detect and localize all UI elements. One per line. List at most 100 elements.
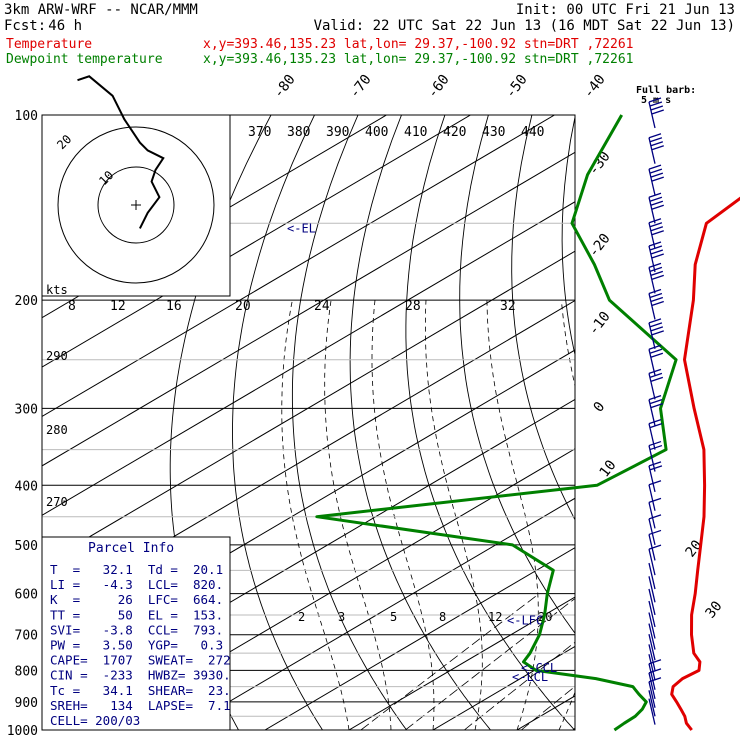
isotherm-20 [601,115,740,730]
wind-barb-staff [648,534,656,561]
wind-barb-flag [649,266,663,272]
pressure-tick-label-700: 700 [15,629,38,644]
wind-barb-flag [648,368,662,374]
parcel-info-title: Parcel Info [88,541,174,556]
wind-barb-staff [648,576,656,603]
header-fcst-label: Fcst: [4,18,46,34]
dry-adiabat-260 [232,115,323,730]
wind-barb [648,576,656,603]
isotherm-10 [516,695,575,730]
wind-barb [648,497,662,529]
temperature-profile [670,196,740,731]
moist-adiabat-20 [601,300,684,730]
wind-barb [648,623,656,650]
wind-barb [648,600,656,628]
hodograph-ring-outer [57,126,215,284]
pressure-tick-label-300: 300 [15,402,38,417]
wind-barb-flag [648,192,662,198]
wind-barb [648,698,656,725]
isotherm-label-8: 0 [591,399,609,415]
wind-barb-flag [649,137,663,143]
wind-barb-staff [648,681,656,708]
temperature-legend: Temperature [6,37,92,52]
hodograph-trace [77,75,165,229]
wind-barb-flag [649,101,663,107]
wind-barb-staff [648,518,656,546]
mixing-ratio-line-8 [521,685,575,730]
mixing-ratio-label-12: 12 [110,299,126,314]
parcel-info-row: LI = -4.3 LCL= 820. [50,577,223,592]
parcel-info-row: CIN = -233 HWBZ= 3930. [50,668,231,683]
isotherm--10 [348,596,575,730]
wind-barb [648,318,664,349]
wind-barb [648,612,656,639]
wind-barb-flag [650,105,664,111]
mixing-ratio-line-3 [405,597,575,730]
parcel-info-row: K = 26 LFC= 664. [50,592,223,607]
wind-barb-flag [649,399,663,405]
wind-barb-staff [648,644,656,671]
isotherm--30 [180,497,575,730]
wind-barb-flag [651,330,664,336]
wind-barb-staff [648,293,656,320]
pressure-tick-label-200: 200 [15,294,38,309]
moist-adiabat-5 [425,300,483,730]
wind-barb-staff [648,349,656,376]
wind-barb-flag [648,497,662,503]
isotherm-label-0: -80 [271,72,299,102]
theta-label-390: 390 [326,125,349,140]
parcel-info-box: Parcel Info T = 32.1 Td = 20.1LI = -4.3 … [41,536,231,731]
wind-barb-staff [648,101,656,129]
dry-adiabat-280 [349,115,491,730]
wind-barb-flag [648,529,662,536]
wind-barb-staff [648,465,656,493]
parcel-info-row: TT = 50 EL = 153. [50,607,223,622]
parcel-info-row: SREH= 134 LAPSE= 7.1 [50,698,231,713]
header-valid: Valid: 22 UTC Sat 22 Jun 13 (16 MDT Sat … [314,18,735,34]
wind-barb-flag [649,322,663,328]
wind-barb [648,544,662,576]
wind-legend-line1: Full barb: [636,85,696,96]
wind-barb-staff [648,588,656,616]
wind-barb [648,588,656,616]
wind-barb [648,529,662,561]
wind-barb-flag [648,241,662,247]
wind-barb-flag [650,141,664,147]
annotation-lcl: <-LCL [512,670,548,684]
wind-barb-staff [648,562,656,590]
isotherm-0 [432,645,575,730]
wind-barb-flag [648,514,662,520]
isotherm-label-7: -10 [586,309,614,339]
wind-barb-flag [649,422,663,429]
wind-barb-staff [648,634,656,661]
temperature-location: x,y=393.46,135.23 lat,lon= 29.37,-100.92… [203,37,633,52]
dry-adiabat-330 [611,115,740,730]
left-theta-label-280: 280 [46,423,68,437]
wind-barb-flag [648,288,662,295]
theta-label-410: 410 [404,125,427,140]
wind-barb-staff [648,502,656,529]
wind-barb-flag [650,376,664,382]
mixing-ratio-low-label-0: 2 [298,610,305,624]
theta-label-430: 430 [482,125,505,140]
isotherm-label-4: -40 [581,72,609,102]
plot-frame [41,114,576,731]
wind-barb-flag [649,168,663,174]
isotherm--70 [42,300,575,615]
wind-barb-flag [649,245,663,251]
dewpoint-profile [315,114,678,732]
wind-barb-staff [648,245,656,273]
wind-barb-staff [648,623,656,650]
wind-barb-flag [651,230,664,236]
parcel-info-background [41,536,231,731]
wind-barb [648,288,664,320]
mixing-ratio-label-16: 16 [166,299,182,314]
left-theta-label-270: 270 [46,495,68,509]
theta-label-380: 380 [287,125,310,140]
wind-barb [648,461,663,493]
isotherm--90 [42,201,575,516]
wind-barb-flag [648,677,662,683]
dry-adiabat-300 [459,115,575,634]
